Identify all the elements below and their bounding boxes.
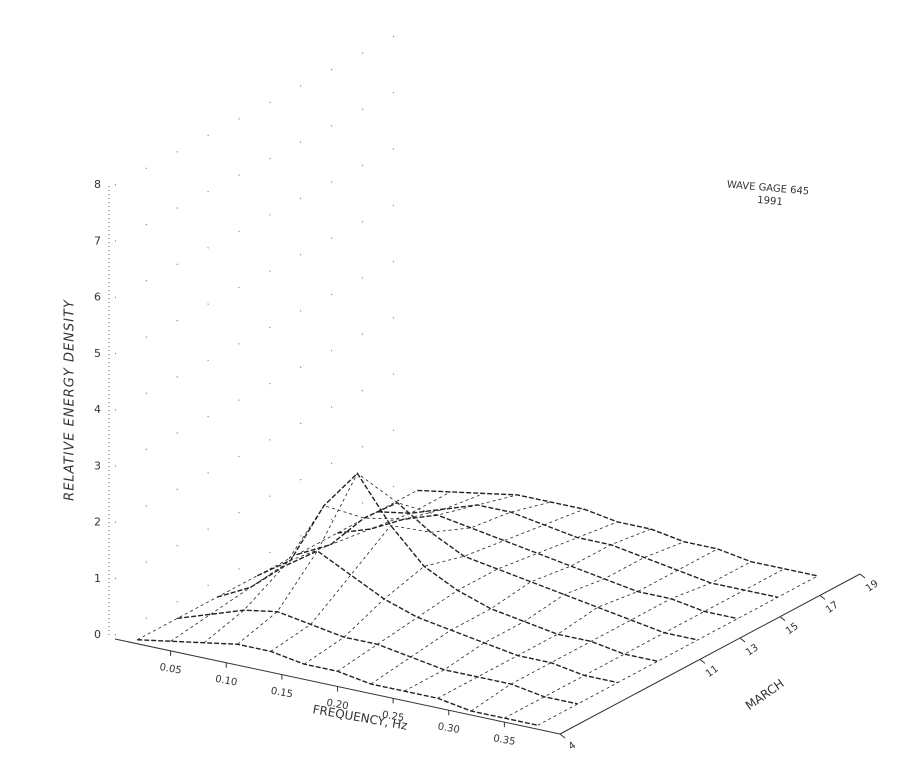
z-tick-label: 6 (94, 291, 101, 304)
surface-line (170, 491, 451, 642)
z-tick-label: 8 (94, 178, 101, 191)
z-tick-label: 0 (94, 628, 101, 641)
surface-line (297, 501, 698, 641)
y-tick (739, 637, 746, 643)
surface-line (337, 521, 618, 672)
grid-line (114, 136, 416, 299)
x-tick-label: 0.20 (325, 698, 349, 713)
y-tick-label: 15 (784, 621, 801, 637)
y-axis (559, 573, 861, 735)
grid-line (114, 24, 416, 186)
z-tick-label: 3 (94, 459, 101, 472)
surface-line (303, 508, 585, 665)
y-tick (559, 733, 566, 739)
surface-line (337, 514, 738, 620)
surface-line (237, 472, 518, 645)
y-axis-label: MARCH (743, 676, 787, 713)
y-tick-label: 13 (744, 642, 761, 658)
grid-line (114, 361, 416, 524)
y-tick (819, 594, 826, 600)
surface-line (137, 490, 418, 641)
z-axis-label: RELATIVE ENERGY DENSITY (63, 299, 78, 501)
surface-line (470, 561, 752, 712)
surface-line (404, 541, 685, 692)
x-tick-label: 0.10 (214, 674, 238, 689)
grid-line (114, 305, 416, 467)
surface-line (217, 550, 618, 684)
y-tick (779, 616, 786, 622)
x-tick-label: 0.25 (381, 710, 405, 725)
x-tick-label: 0.30 (437, 721, 461, 736)
z-tick-label: 1 (94, 572, 101, 585)
y-tick-label: 11 (704, 664, 721, 680)
grid-line (114, 80, 416, 242)
grid-line (114, 418, 416, 580)
surface-line (504, 568, 785, 719)
surface-line (203, 493, 485, 644)
surface-line (177, 609, 578, 705)
z-tick-label: 2 (94, 516, 101, 529)
surface-line (537, 575, 818, 726)
z-tick-label: 7 (94, 234, 101, 247)
y-tick-label: 17 (824, 600, 841, 616)
surface-line (370, 528, 652, 685)
surface-line (377, 504, 778, 598)
y-tick-label: 4 (567, 740, 579, 753)
surface-line (417, 489, 818, 577)
y-tick-label: 19 (864, 578, 881, 594)
grid-line (114, 193, 416, 355)
x-tick-label: 0.15 (270, 686, 294, 701)
z-tick-label: 5 (94, 347, 101, 360)
grid-line (114, 249, 416, 411)
x-tick-label: 0.05 (159, 662, 183, 677)
y-tick (699, 658, 706, 664)
surface-line (437, 548, 718, 699)
annotation: 1991 (757, 195, 783, 208)
y-tick (859, 573, 866, 579)
z-tick-label: 4 (94, 403, 101, 416)
x-tick-label: 0.35 (492, 733, 516, 748)
